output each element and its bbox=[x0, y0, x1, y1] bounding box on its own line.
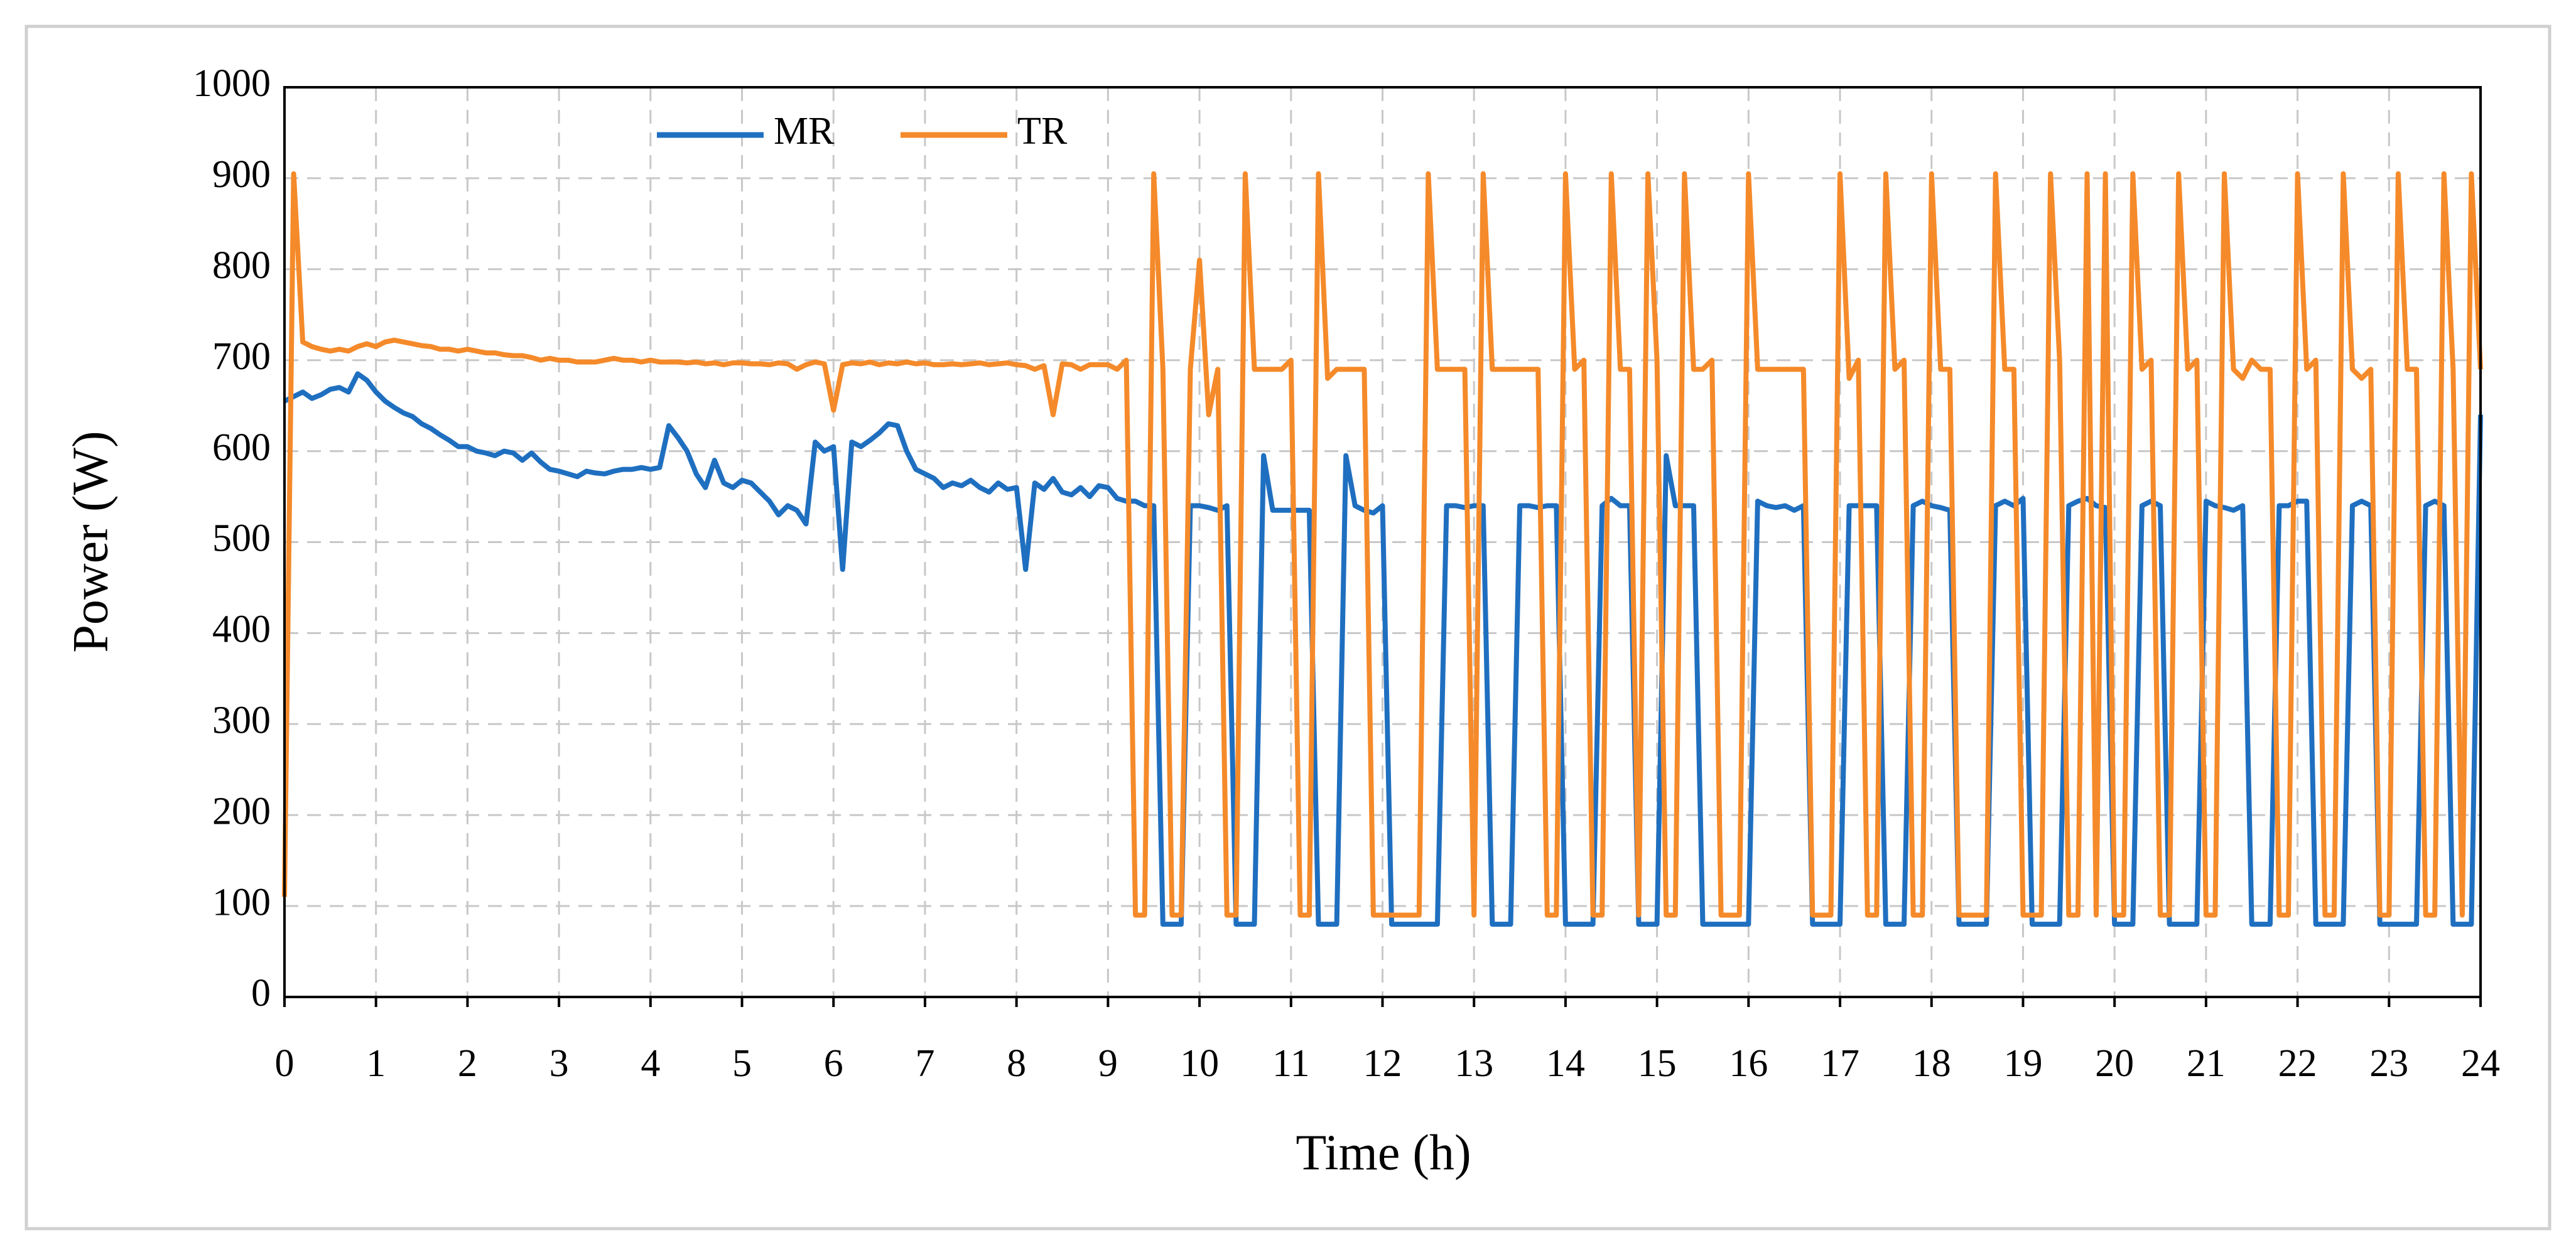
x-tick-label: 19 bbox=[2003, 1042, 2042, 1085]
y-tick-label: 300 bbox=[212, 699, 271, 742]
x-tick-label: 14 bbox=[1546, 1042, 1585, 1085]
x-tick-label: 20 bbox=[2095, 1042, 2134, 1085]
legend-label: TR bbox=[1017, 110, 1068, 153]
y-tick-label: 900 bbox=[212, 153, 271, 196]
x-tick-label: 13 bbox=[1454, 1042, 1493, 1085]
x-tick-label: 24 bbox=[2461, 1042, 2500, 1085]
x-tick-label: 23 bbox=[2369, 1042, 2408, 1085]
y-tick-label: 100 bbox=[212, 881, 271, 924]
x-tick-label: 7 bbox=[915, 1042, 934, 1085]
x-tick-label: 1 bbox=[366, 1042, 386, 1085]
legend-label: MR bbox=[774, 110, 835, 153]
y-tick-label: 200 bbox=[212, 790, 271, 832]
x-tick-label: 4 bbox=[641, 1042, 660, 1085]
x-tick-label: 16 bbox=[1729, 1042, 1768, 1085]
y-tick-label: 500 bbox=[212, 517, 271, 560]
x-tick-label: 15 bbox=[1638, 1042, 1677, 1085]
data-line bbox=[283, 371, 2483, 927]
y-tick-label: 0 bbox=[251, 972, 271, 1015]
x-tick-label: 6 bbox=[824, 1042, 843, 1085]
lines bbox=[282, 171, 2483, 927]
x-tick-label: 12 bbox=[1363, 1042, 1402, 1085]
x-tick-label: 9 bbox=[1098, 1042, 1118, 1085]
y-tick-label: 700 bbox=[212, 335, 271, 378]
y-tick-label: 600 bbox=[212, 426, 271, 469]
y-tick-label: 1000 bbox=[193, 62, 271, 105]
x-tick-label: 0 bbox=[275, 1042, 295, 1085]
x-axis-label: Time (h) bbox=[1296, 1125, 1471, 1180]
x-tick-label: 10 bbox=[1180, 1042, 1219, 1085]
x-tick-label: 3 bbox=[549, 1042, 569, 1085]
x-tick-label: 17 bbox=[1821, 1042, 1859, 1085]
y-tick-label: 400 bbox=[212, 608, 271, 651]
legend: MR TR bbox=[657, 110, 1068, 153]
x-tick-label: 22 bbox=[2278, 1042, 2317, 1085]
data-line bbox=[282, 171, 2483, 918]
y-axis-label: Power (W) bbox=[63, 431, 118, 652]
x-tick-label: 5 bbox=[732, 1042, 752, 1085]
x-tick-label: 21 bbox=[2187, 1042, 2226, 1085]
x-tick-label: 11 bbox=[1272, 1042, 1310, 1085]
x-tick-label: 8 bbox=[1007, 1042, 1026, 1085]
x-tick-label: 2 bbox=[458, 1042, 477, 1085]
y-tick-label: 800 bbox=[212, 244, 271, 287]
x-tick-label: 18 bbox=[1912, 1042, 1951, 1085]
